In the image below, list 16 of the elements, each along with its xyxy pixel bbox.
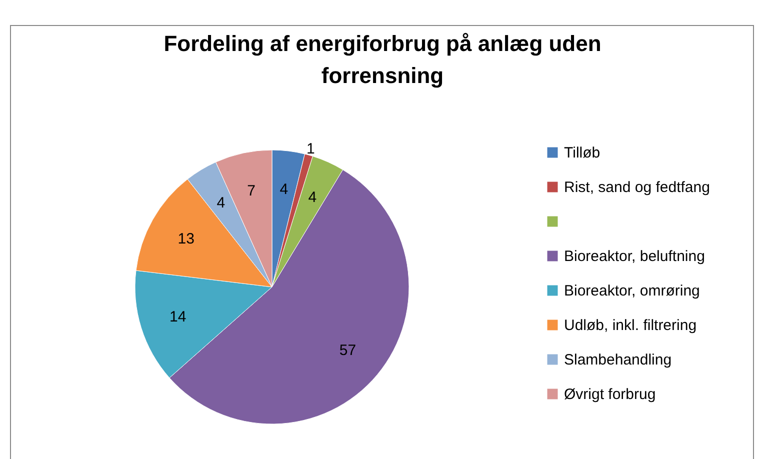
legend-label: Udløb, inkl. filtrering [564, 317, 697, 334]
legend-label: Bioreaktor, beluftning [564, 248, 705, 265]
data-label: 4 [308, 189, 317, 206]
chart-title: Fordeling af energiforbrug på anlæg uden forrensning [164, 31, 602, 88]
legend-label: Bioreaktor, omrøring [564, 282, 700, 300]
data-label: 57 [339, 342, 356, 360]
legend-label: Slambehandling [564, 352, 672, 368]
data-label: 13 [178, 230, 194, 248]
data-label: 14 [169, 308, 186, 326]
data-label: 4 [280, 181, 288, 198]
legend-label: Tilløb [564, 144, 600, 162]
legend-label: Rist, sand og fedtfang [564, 179, 710, 196]
data-label: 4 [216, 194, 226, 212]
data-label: 7 [247, 182, 256, 200]
data-label: 1 [306, 140, 315, 158]
legend-label: Øvrigt forbrug [564, 386, 656, 403]
